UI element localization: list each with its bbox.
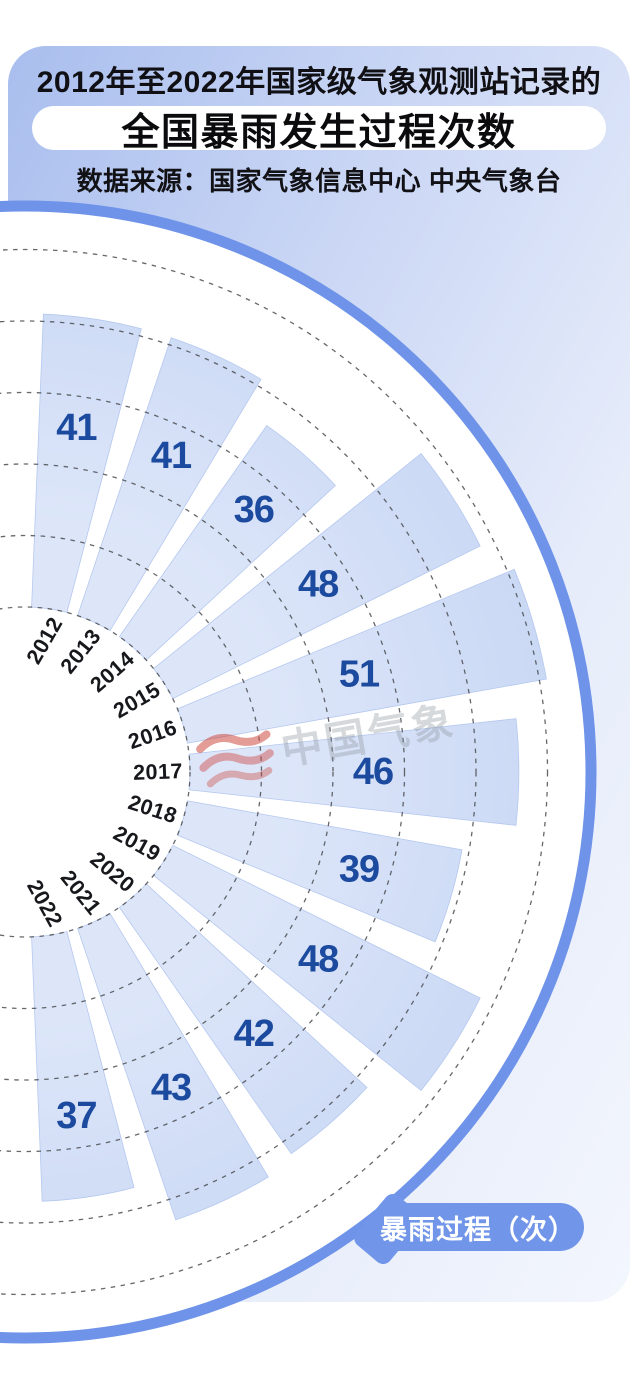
bar-sector-2012: [31, 313, 142, 613]
bar-value-label: 36: [234, 489, 274, 531]
bar-value-label: 48: [298, 564, 338, 606]
bar-sector-2013: [77, 337, 262, 632]
bar-value-label: 39: [339, 849, 379, 891]
dashed-gridline: [0, 249, 548, 1295]
bar-value-label: 41: [56, 407, 97, 449]
dashed-gridline: [0, 320, 477, 1224]
red-waves-logo: [196, 730, 271, 754]
dashed-gridline: [0, 463, 334, 1081]
chart-header: 2012年至2022年国家级气象观测站记录的 全国暴雨发生过程次数 数据来源：国…: [8, 46, 630, 198]
year-label-2017: 2017: [133, 759, 184, 785]
legend-pill: 暴雨过程（次）: [372, 1203, 584, 1251]
data-source-label: 数据来源：国家气象信息中心 中央气象台: [76, 166, 562, 196]
bar-value-label: 48: [298, 939, 338, 981]
dashed-gridline: [0, 606, 191, 938]
bar-value-label: 41: [151, 435, 192, 477]
bar-value-label: 46: [353, 751, 393, 793]
bar-sector-2021: [77, 912, 269, 1221]
bar-sector-2020: [118, 883, 368, 1155]
dashed-gridline: [0, 534, 263, 1010]
legend-label: 暴雨过程（次）: [380, 1214, 576, 1245]
bar-value-label: 42: [234, 1013, 274, 1055]
title-line-1: 2012年至2022年国家级气象观测站记录的: [36, 66, 602, 99]
bar-sector-2018: [176, 800, 463, 943]
dashed-gridline: [0, 391, 406, 1153]
red-waves-logo: [206, 767, 273, 788]
bar-value-label: 37: [56, 1095, 96, 1137]
page-title: 全国暴雨发生过程次数: [121, 111, 517, 154]
title-pill: 全国暴雨发生过程次数: [32, 106, 606, 154]
red-waves-logo: [199, 749, 274, 772]
bar-value-label: 43: [151, 1067, 191, 1109]
bar-value-label: 51: [339, 653, 380, 695]
bar-sector-2016: [176, 568, 547, 744]
